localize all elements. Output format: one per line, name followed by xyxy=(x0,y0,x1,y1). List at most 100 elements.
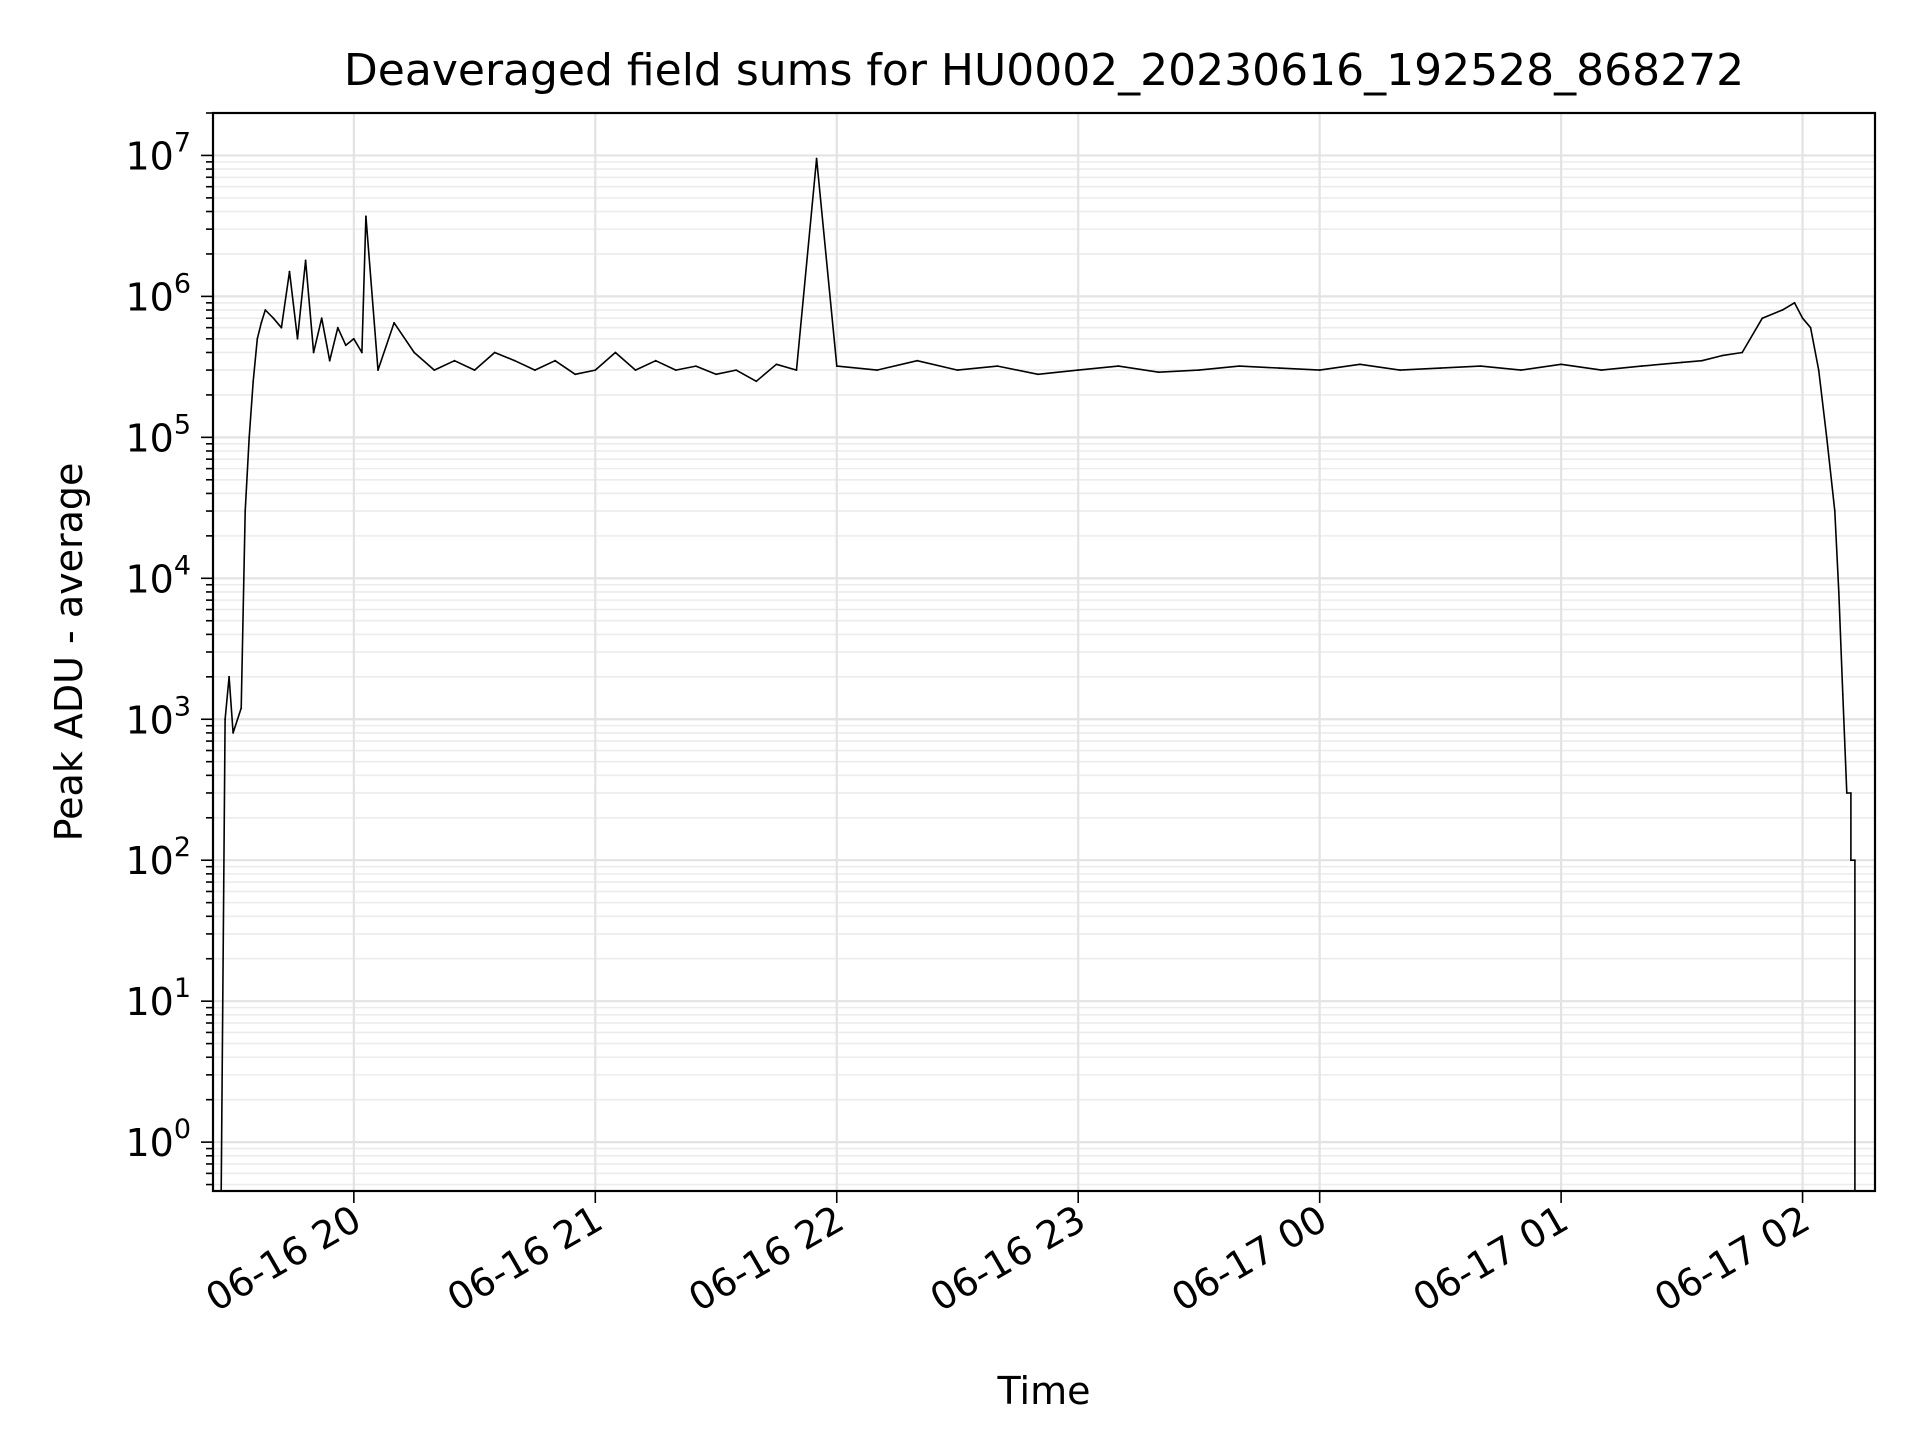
y-tick-label-base: 10 xyxy=(125,698,173,742)
data-point xyxy=(377,369,379,371)
y-tick-label-exponent: 6 xyxy=(174,268,191,299)
data-point xyxy=(256,337,259,340)
y-tick-label-exponent: 4 xyxy=(174,550,191,581)
x-axis-label: Time xyxy=(997,1369,1091,1413)
data-point xyxy=(1600,369,1603,371)
data-point xyxy=(272,317,275,320)
y-tick-label: 100 xyxy=(125,1114,191,1165)
grid xyxy=(213,112,1875,1191)
data-point xyxy=(493,351,496,354)
y-tick-label-exponent: 1 xyxy=(174,973,191,1004)
y-tick-label-base: 10 xyxy=(125,416,173,460)
data-point xyxy=(614,351,617,354)
data-point xyxy=(755,380,758,383)
data-point xyxy=(1520,369,1522,371)
y-axis-label: Peak ADU - average xyxy=(47,463,91,842)
data-point xyxy=(393,321,395,324)
data-point xyxy=(1850,792,1852,794)
data-point xyxy=(695,365,697,367)
y-tick-label-exponent: 0 xyxy=(174,1114,191,1145)
y-tick-label: 104 xyxy=(125,550,191,601)
y-tick-label-base: 10 xyxy=(125,557,173,601)
y-tick-label: 103 xyxy=(125,691,191,742)
y-tick-label-exponent: 2 xyxy=(174,832,191,863)
data-point xyxy=(815,157,818,160)
data-point xyxy=(1560,363,1562,366)
data-point xyxy=(1801,317,1804,320)
y-tick-label-exponent: 3 xyxy=(174,691,191,722)
data-point xyxy=(1781,309,1784,311)
data-point xyxy=(1318,369,1321,371)
data-point xyxy=(1680,361,1683,364)
data-point xyxy=(232,732,235,734)
data-point xyxy=(264,309,267,311)
data-point xyxy=(1825,436,1828,439)
data-point xyxy=(835,365,838,367)
data-point xyxy=(1077,369,1080,371)
data-point xyxy=(1793,301,1796,304)
data-point xyxy=(312,351,315,354)
data-point xyxy=(594,369,597,371)
data-point xyxy=(634,369,637,371)
y-tick-label-exponent: 5 xyxy=(174,409,191,440)
y-tick-label-base: 10 xyxy=(125,275,173,319)
data-point xyxy=(473,369,476,371)
data-point xyxy=(320,317,323,320)
data-point xyxy=(996,365,999,367)
data-point xyxy=(1761,317,1764,320)
data-point xyxy=(1721,354,1723,357)
data-point xyxy=(1837,591,1840,593)
data-point xyxy=(654,359,657,362)
data-point xyxy=(352,337,355,340)
data-point xyxy=(1845,792,1848,794)
data-point xyxy=(252,380,255,383)
data-point xyxy=(1278,367,1281,369)
data-point xyxy=(513,359,516,362)
data-point xyxy=(1809,326,1812,329)
data-point xyxy=(956,369,959,371)
series-layer xyxy=(220,157,1856,1191)
data-point xyxy=(224,718,227,721)
data-point xyxy=(1117,365,1120,367)
y-tick-label: 101 xyxy=(125,973,191,1024)
data-point xyxy=(1817,369,1820,371)
y-tick-label-base: 10 xyxy=(125,134,173,178)
data-point xyxy=(876,369,878,371)
data-point xyxy=(674,369,677,371)
data-point xyxy=(735,369,737,371)
data-point xyxy=(244,510,247,512)
data-point xyxy=(248,436,251,439)
data-point xyxy=(534,369,536,371)
data-point xyxy=(280,326,283,329)
data-point xyxy=(328,359,331,362)
y-tick-label-base: 10 xyxy=(125,839,173,883)
data-point xyxy=(1479,365,1482,367)
data-point xyxy=(574,373,577,376)
data-point xyxy=(365,215,367,218)
data-point xyxy=(1850,859,1852,862)
data-point xyxy=(1701,359,1703,362)
data-point xyxy=(1833,510,1836,512)
data-point xyxy=(1037,373,1039,376)
data-point xyxy=(1741,351,1744,354)
data-point xyxy=(1198,369,1200,371)
data-point xyxy=(304,259,307,262)
data-point xyxy=(795,369,798,371)
data-point xyxy=(361,351,363,354)
y-tick-label-base: 10 xyxy=(125,980,173,1024)
data-point xyxy=(296,337,299,340)
data-point xyxy=(775,363,778,366)
data-point xyxy=(288,270,291,273)
data-point xyxy=(228,675,231,678)
y-tick-label-base: 10 xyxy=(125,1121,173,1165)
chart-title: Deaveraged field sums for HU0002_2023061… xyxy=(344,45,1744,96)
y-tick-label: 107 xyxy=(125,127,191,178)
data-point xyxy=(715,373,717,376)
data-point xyxy=(1841,693,1844,696)
data-point xyxy=(433,369,436,371)
y-tick-label: 102 xyxy=(125,832,191,883)
data-point xyxy=(1359,363,1361,366)
data-point xyxy=(1640,365,1643,367)
